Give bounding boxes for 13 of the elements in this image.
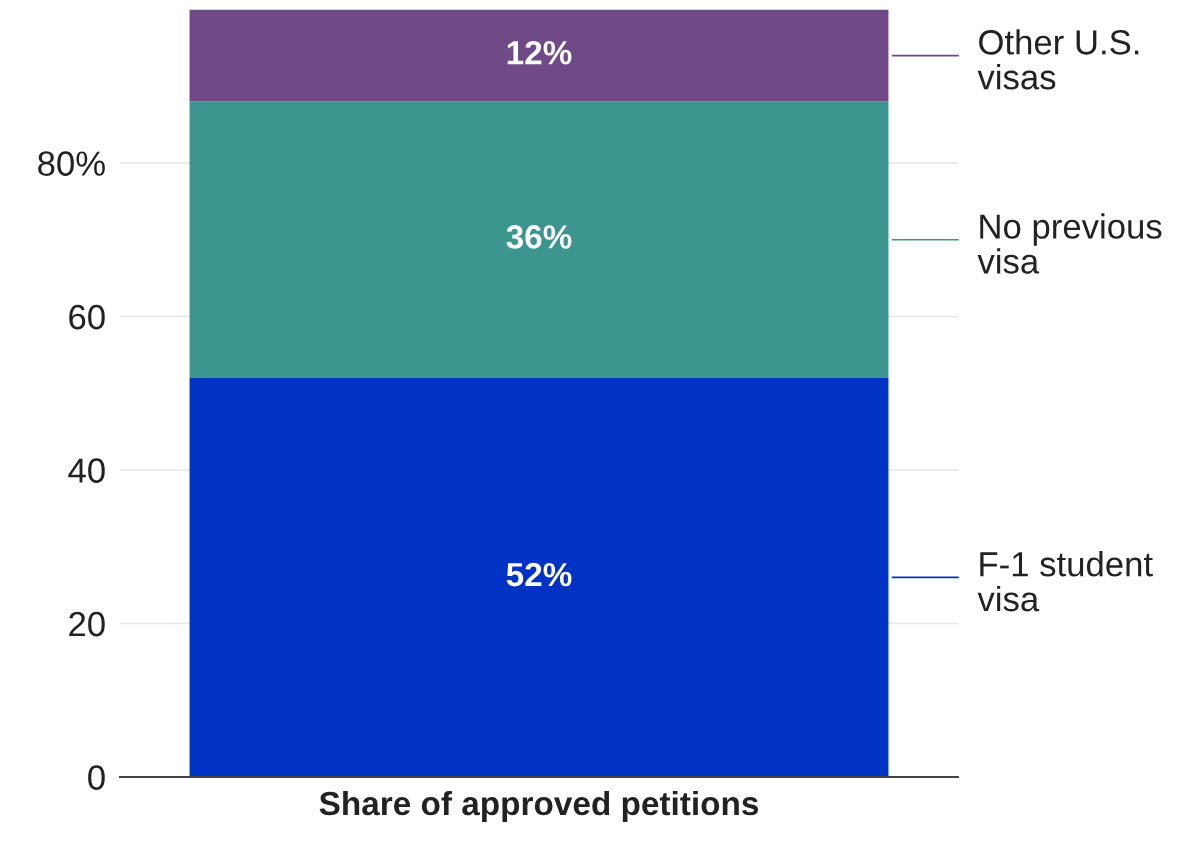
y-tick-label: 0 <box>88 765 105 790</box>
data-label: 52% <box>506 562 572 587</box>
y-tick-label: 60 <box>69 304 105 330</box>
legend-label: Other U.S. visas <box>977 29 1139 90</box>
y-tick-label: 20 <box>69 611 105 637</box>
legend-label: F-1 student visa <box>977 551 1153 612</box>
x-tick-label: Share of approved petitions <box>319 790 759 822</box>
y-tick-label: 40 <box>68 458 105 483</box>
data-label: 36% <box>506 225 572 249</box>
legend-label: No previous visa <box>977 213 1162 274</box>
data-label: 12% <box>507 40 572 65</box>
bar <box>189 9 889 102</box>
y-tick-label: 80% <box>38 151 105 176</box>
